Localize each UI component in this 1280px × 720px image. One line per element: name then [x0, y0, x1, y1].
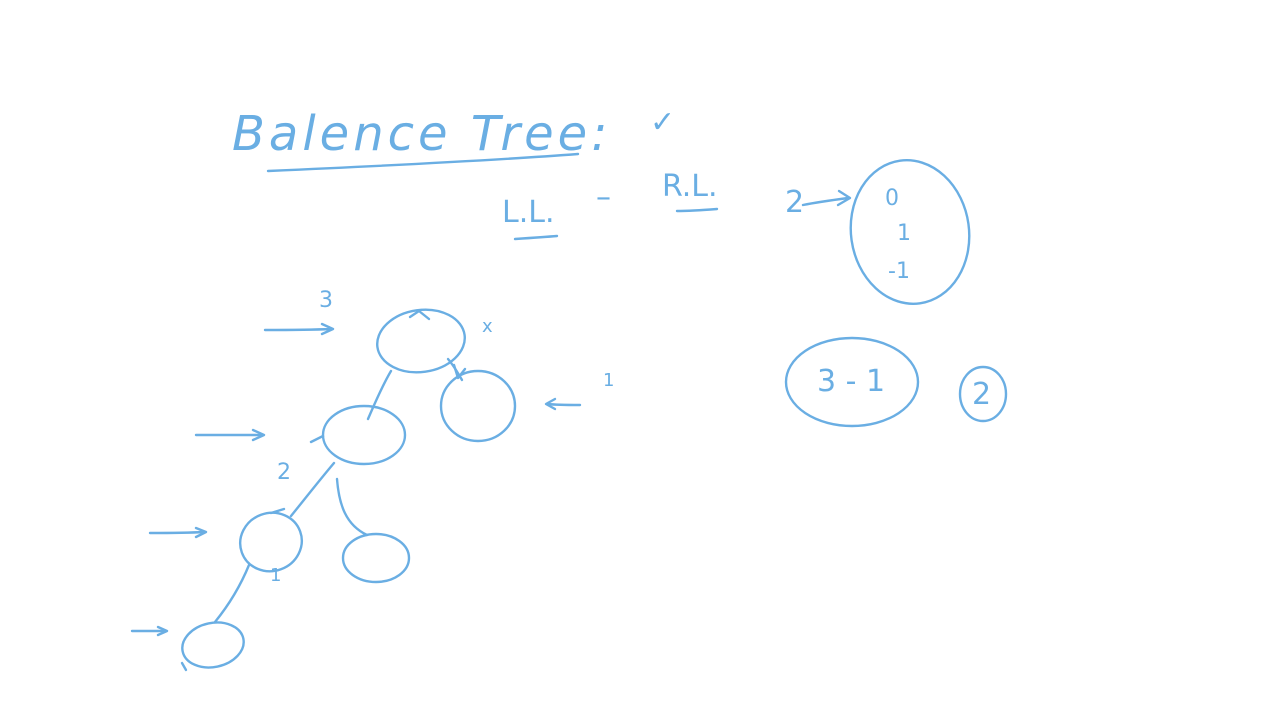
expression-result: 2 — [972, 377, 991, 412]
tree-node-bottom — [178, 617, 248, 673]
balance-value-minus-one: -1 — [888, 259, 910, 284]
tree-node-left — [323, 406, 405, 464]
rotation-dash: – — [596, 180, 611, 215]
left-node-tick — [311, 436, 323, 442]
left-height-label: 2 — [277, 460, 291, 485]
rotation-left-left: L.L. — [502, 195, 555, 230]
rotation-count: 2 — [785, 185, 804, 220]
right-node-arrow — [547, 404, 580, 405]
balance-value-zero: 0 — [885, 186, 899, 211]
rotation-right-underline — [677, 209, 717, 211]
leaf-mark-label: 1 — [270, 565, 281, 586]
level-arrow-leftleft — [150, 532, 204, 533]
root-tick-mark — [410, 311, 429, 319]
bottom-node-tick — [182, 663, 186, 670]
level-arrow-root — [265, 329, 331, 330]
tree-edge-left-leftleft — [291, 463, 334, 516]
rotation-right-left: R.L. — [662, 169, 718, 204]
root-height-label: 3 — [319, 288, 333, 313]
heading-title: Balence Tree: — [232, 106, 611, 162]
tree-edge-left-leftright — [337, 479, 367, 535]
root-mark-label: x — [482, 316, 493, 337]
tree-node-left-right — [343, 534, 409, 582]
rotation-left-underline — [515, 236, 557, 239]
right-edge-arrowhead — [454, 365, 465, 378]
balance-value-one: 1 — [897, 221, 911, 246]
tree-node-right — [441, 371, 515, 441]
expression-text: 3 - 1 — [817, 364, 885, 399]
tree-edge-leftleft-bottom — [215, 565, 249, 622]
heading-check-mark: ✓ — [650, 105, 675, 140]
right-height-label: 1 — [603, 370, 614, 391]
